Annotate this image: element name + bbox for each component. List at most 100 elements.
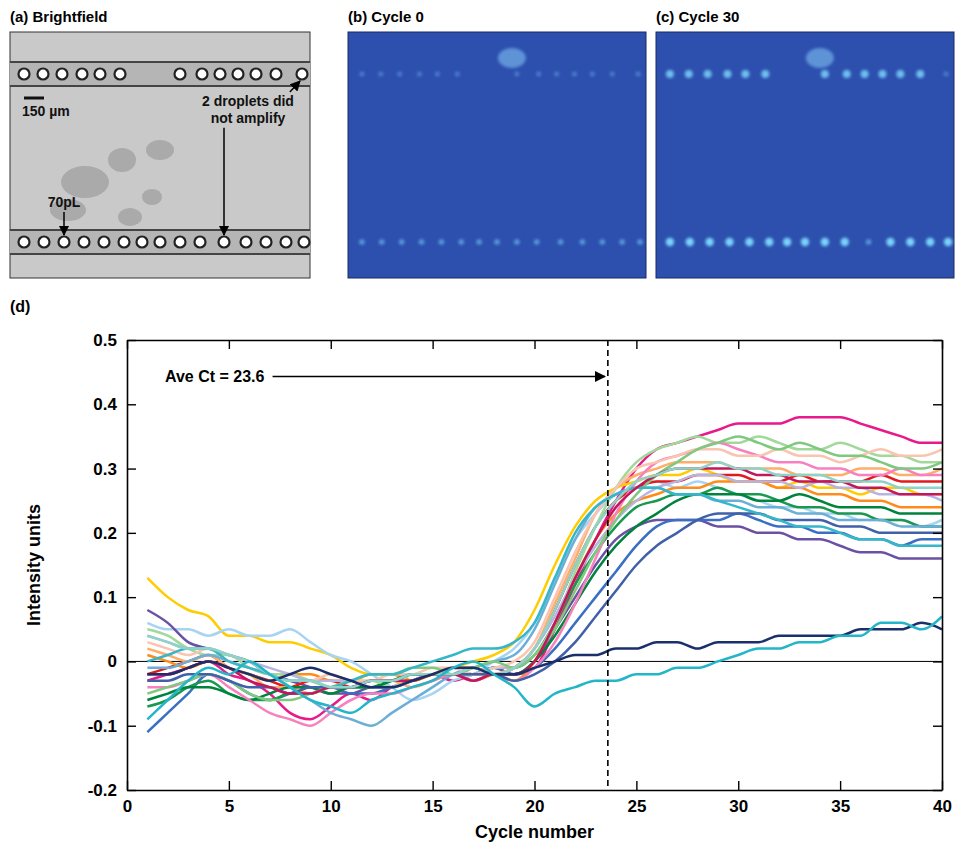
image-debris <box>142 189 162 205</box>
tick-label: 0.3 <box>93 460 117 479</box>
y-axis: -0.2-0.100.10.20.30.40.5 <box>88 331 136 800</box>
image-background <box>348 32 646 278</box>
tick-mark <box>933 468 942 469</box>
tick <box>840 340 841 349</box>
tick: 20 <box>526 781 545 816</box>
text-line: not amplify <box>211 110 286 126</box>
tick: 10 <box>322 781 341 816</box>
droplet <box>281 237 292 248</box>
annotation-arrow <box>290 81 300 92</box>
droplet-fluorescence <box>636 72 641 77</box>
droplet-fluorescence <box>379 239 385 245</box>
tick-mark <box>432 340 433 349</box>
tick-label: 40 <box>933 797 952 816</box>
droplet-fluorescence <box>534 239 540 245</box>
tick-mark <box>933 790 942 791</box>
droplet <box>299 237 310 248</box>
series-line <box>147 417 942 719</box>
tick-label: 0.5 <box>93 331 117 350</box>
droplet-fluorescence <box>906 238 914 246</box>
droplet <box>175 69 186 80</box>
y-axis-title: Intensity units <box>24 504 44 626</box>
droplet <box>99 237 110 248</box>
tick-mark <box>127 340 136 341</box>
droplet-fluorescence <box>821 238 829 246</box>
x-axis-top <box>128 340 943 349</box>
tick: 0.2 <box>93 524 136 543</box>
droplet-fluorescence <box>843 70 851 78</box>
droplet <box>38 69 49 80</box>
tick-mark <box>127 661 136 662</box>
tick-mark <box>127 533 136 534</box>
droplet-volume-label: 70pL <box>48 194 81 210</box>
droplet-fluorescence <box>866 239 872 245</box>
panel-label: (c) Cycle 30 <box>656 8 739 25</box>
droplet-fluorescence <box>514 72 519 77</box>
tick: -0.1 <box>88 717 136 736</box>
tick-mark <box>331 781 332 790</box>
text-line: 2 droplets did <box>202 93 294 109</box>
image-panel <box>348 32 646 278</box>
droplet <box>19 237 30 248</box>
droplet-fluorescence <box>761 70 769 78</box>
tick <box>331 340 332 349</box>
fluorescent-blob <box>498 48 526 68</box>
droplet-fluorescence <box>686 238 694 246</box>
droplet-fluorescence <box>666 238 674 246</box>
series-line <box>147 494 942 700</box>
channel-wall <box>10 253 310 255</box>
y-axis-right <box>933 341 943 791</box>
series-line <box>147 462 942 687</box>
droplet-fluorescence <box>896 70 904 78</box>
droplet-fluorescence <box>554 72 559 77</box>
droplet <box>95 69 106 80</box>
droplet <box>297 69 308 80</box>
tick-mark <box>933 597 942 598</box>
droplet-fluorescence <box>741 70 749 78</box>
droplet-fluorescence <box>783 238 791 246</box>
channel <box>10 62 310 86</box>
tick: 0 <box>108 652 136 671</box>
chart-title: (d) <box>10 298 30 315</box>
droplet <box>155 237 166 248</box>
droplet-fluorescence <box>455 72 460 77</box>
tick <box>933 404 942 405</box>
droplet-fluorescence <box>724 70 732 78</box>
droplet-fluorescence <box>765 238 773 246</box>
droplet-fluorescence <box>705 238 713 246</box>
droplet-fluorescence <box>476 239 482 245</box>
scale-bar <box>24 97 44 100</box>
droplet-fluorescence <box>359 239 365 245</box>
tick-mark <box>840 340 841 349</box>
tick: 0.5 <box>93 331 136 350</box>
droplet <box>215 69 226 80</box>
tick-label: 0.2 <box>93 524 117 543</box>
droplet-fluorescence <box>926 238 934 246</box>
droplet <box>59 237 70 248</box>
tick-label: -0.1 <box>88 717 117 736</box>
tick-label: 0 <box>108 652 117 671</box>
tick-label: 0.4 <box>93 395 117 414</box>
tick-mark <box>840 781 841 790</box>
tick: 0.3 <box>93 460 136 479</box>
tick-mark <box>933 661 942 662</box>
tick-mark <box>127 790 136 791</box>
tick-label: 20 <box>526 797 545 816</box>
image-debris <box>108 148 136 172</box>
droplet-fluorescence <box>599 239 605 245</box>
tick <box>738 340 739 349</box>
droplet-fluorescence <box>745 238 753 246</box>
droplet <box>241 237 252 248</box>
droplet <box>115 69 126 80</box>
droplet <box>19 69 30 80</box>
series-line <box>147 462 942 693</box>
droplet-fluorescence <box>610 72 615 77</box>
droplet-fluorescence <box>397 72 402 77</box>
tick-mark <box>331 340 332 349</box>
droplet <box>271 69 282 80</box>
tick-mark <box>127 468 136 469</box>
droplet <box>251 69 262 80</box>
droplet-fluorescence <box>439 239 445 245</box>
fluorescent-blob <box>806 48 834 68</box>
tick-mark <box>636 781 637 790</box>
